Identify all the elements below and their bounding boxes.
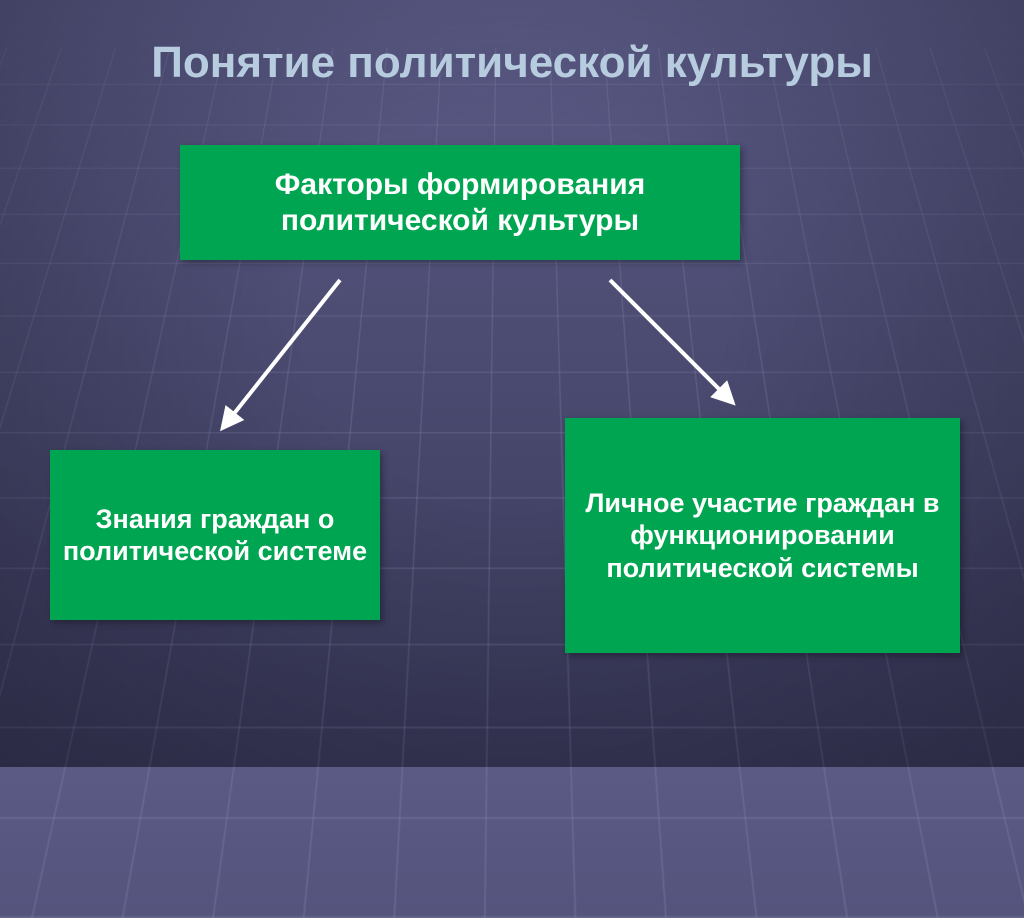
- arrows-layer: [0, 0, 1024, 767]
- arrow-left: [225, 280, 340, 425]
- arrow-right: [610, 280, 730, 400]
